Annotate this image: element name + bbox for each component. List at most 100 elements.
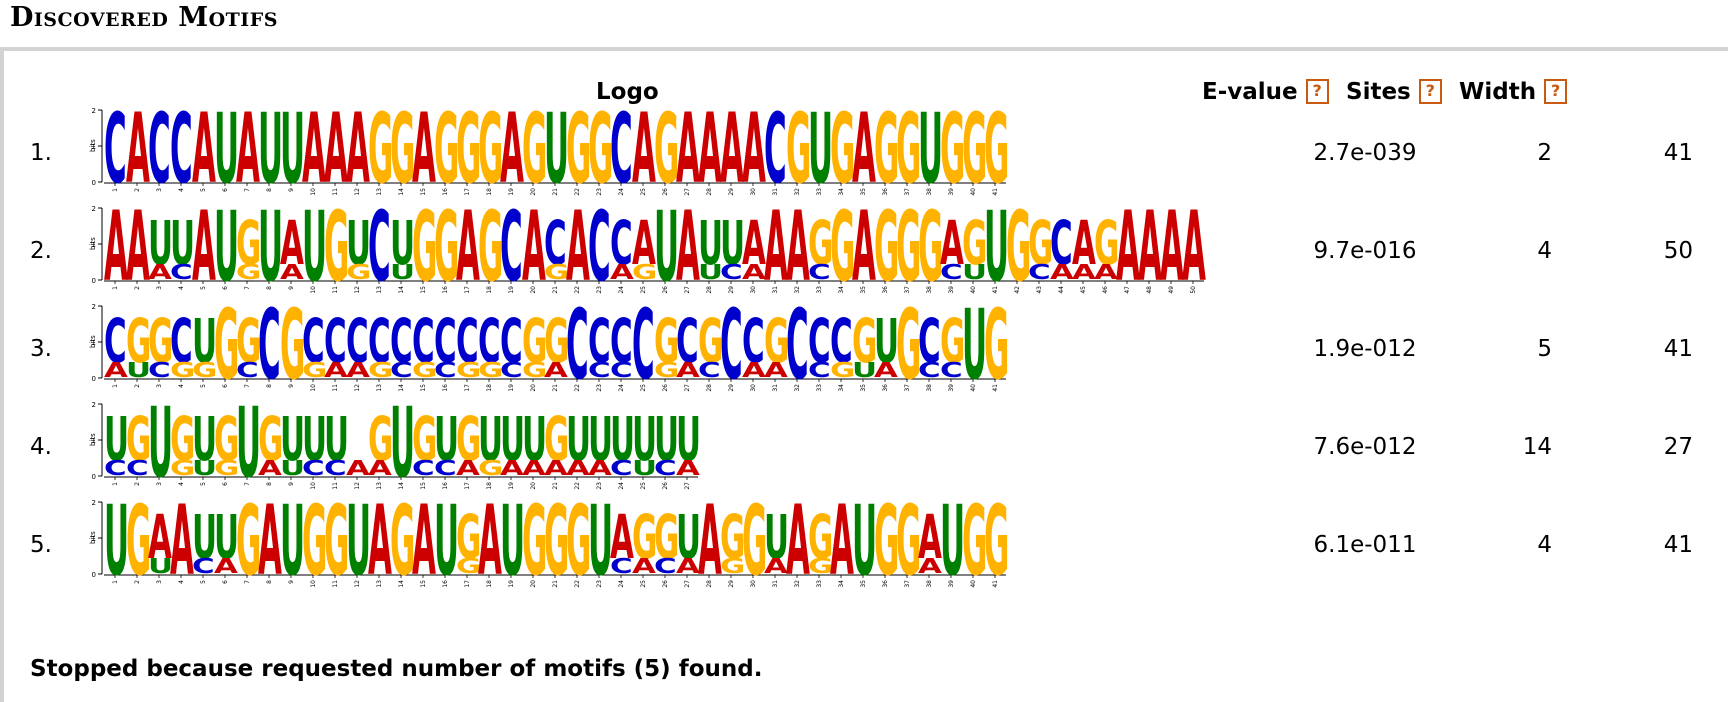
logo-x-tick-label: 10 <box>310 286 317 294</box>
logo-letter: A <box>324 359 349 383</box>
motif-sites: 5 <box>1537 336 1552 362</box>
logo-letter: G <box>214 457 239 481</box>
logo-letter: G <box>1094 210 1119 279</box>
logo-x-tick-label: 34 <box>838 580 845 588</box>
logo-x-tick-label: 29 <box>728 580 735 588</box>
logo-letter: G <box>588 93 613 205</box>
logo-x-tick-label: 2 <box>134 188 141 192</box>
logo-x-tick-label: 9 <box>288 188 295 192</box>
logo-x-tick-label: 34 <box>838 286 845 294</box>
logo-letter: G <box>896 191 921 303</box>
logo-x-tick-label: 41 <box>992 580 999 588</box>
logo-letter: G <box>170 359 195 383</box>
logo-letter: G <box>874 191 899 303</box>
logo-y-tick-label: 2 <box>92 499 96 507</box>
logo-letter: G <box>522 93 547 205</box>
logo-x-tick-label: 15 <box>420 188 427 196</box>
logo-letter: C <box>1028 261 1051 285</box>
logo-letter: A <box>346 457 371 481</box>
logo-letter: A <box>940 210 964 279</box>
logo-letter: U <box>214 504 239 573</box>
logo-letter: A <box>918 555 943 579</box>
logo-letter: A <box>258 457 283 481</box>
motif-evalue: 2.7e-039 <box>1313 140 1417 166</box>
logo-x-tick-label: 22 <box>574 384 581 392</box>
logo-letter: G <box>720 555 745 579</box>
logo-letter: G <box>214 406 239 475</box>
logo-letter: A <box>258 485 282 597</box>
logo-letter: G <box>170 406 195 475</box>
logo-letter: A <box>522 191 546 303</box>
logo-letter: G <box>434 191 459 303</box>
logo-x-tick-label: 12 <box>354 286 361 294</box>
logo-letter: C <box>148 93 171 205</box>
logo-letter: U <box>280 406 305 475</box>
motif-sites: 14 <box>1522 434 1552 460</box>
logo-letter: G <box>478 359 503 383</box>
logo-letter: U <box>962 261 987 285</box>
logo-letter: C <box>918 359 941 383</box>
logo-x-tick-label: 7 <box>244 384 251 388</box>
logo-x-tick-label: 9 <box>288 286 295 290</box>
logo-x-tick-label: 2 <box>134 580 141 584</box>
logo-letter: U <box>346 485 371 597</box>
logo-letter: A <box>412 93 436 205</box>
logo-x-tick-label: 26 <box>662 482 669 490</box>
logo-column-header: Logo <box>596 79 659 105</box>
logo-x-tick-label: 7 <box>244 188 251 192</box>
logo-x-tick-label: 14 <box>398 384 405 392</box>
logo-x-tick-label: 32 <box>794 188 801 196</box>
logo-letter: U <box>280 457 305 481</box>
logo-letter: G <box>412 359 437 383</box>
logo-letter: C <box>500 191 523 303</box>
logo-letter: A <box>126 93 150 205</box>
logo-x-tick-label: 36 <box>882 384 889 392</box>
logo-letter: A <box>698 485 722 597</box>
logo-letter: G <box>324 485 349 597</box>
logo-y-tick-label: 0 <box>92 375 96 383</box>
logo-x-tick-label: 28 <box>706 384 713 392</box>
logo-letter: C <box>126 457 149 481</box>
motif-width: 50 <box>1663 238 1693 264</box>
logo-letter: U <box>764 504 789 573</box>
motif-width: 41 <box>1663 336 1693 362</box>
logo-letter: A <box>280 261 305 285</box>
logo-x-tick-label: 40 <box>970 384 977 392</box>
logo-letter: A <box>126 191 150 303</box>
logo-letter: A <box>610 261 635 285</box>
logo-x-tick-label: 1 <box>112 482 119 486</box>
logo-x-tick-label: 11 <box>332 188 339 196</box>
logo-x-tick-label: 28 <box>706 286 713 294</box>
logo-x-tick-label: 37 <box>904 286 911 294</box>
logo-letter: U <box>390 261 415 285</box>
logo-letter: A <box>588 457 613 481</box>
logo-y-tick-label: 2 <box>92 107 96 115</box>
logo-letter: C <box>588 359 611 383</box>
logo-y-tick-label: 1 <box>92 437 96 445</box>
logo-letter: C <box>786 289 809 401</box>
logo-letter: G <box>808 555 833 579</box>
logo-letter: U <box>192 308 217 377</box>
evalue-help-icon[interactable]: ? <box>1305 79 1329 104</box>
motif-number: 5. <box>30 532 52 558</box>
logo-x-tick-label: 29 <box>728 286 735 294</box>
logo-x-tick-label: 18 <box>486 482 493 490</box>
logo-letter: U <box>852 485 877 597</box>
logo-letter: G <box>632 504 657 573</box>
logo-x-tick-label: 6 <box>222 384 229 388</box>
logo-x-tick-label: 30 <box>750 580 757 588</box>
width-help-icon[interactable]: ? <box>1544 79 1568 104</box>
logo-x-tick-label: 5 <box>200 482 207 486</box>
logo-letter: G <box>566 93 591 205</box>
logo-x-tick-label: 16 <box>442 188 449 196</box>
logo-letter: A <box>1182 191 1206 303</box>
logo-letter: U <box>874 308 899 377</box>
logo-x-tick-label: 35 <box>860 286 867 294</box>
logo-y-axis-label: bits <box>89 335 97 348</box>
sites-help-icon[interactable]: ? <box>1418 79 1442 104</box>
